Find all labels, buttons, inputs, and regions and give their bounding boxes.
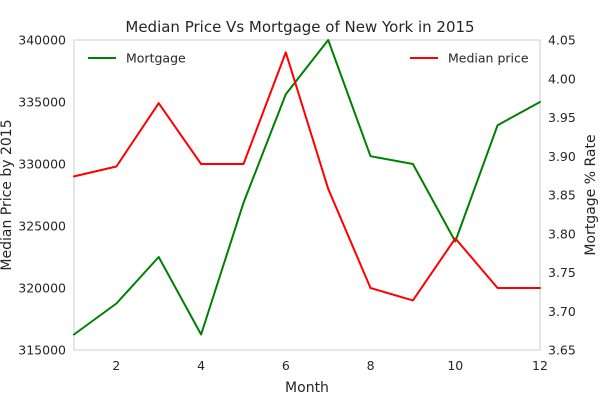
x-tick-label: 4 bbox=[197, 358, 205, 373]
legends: Mortgage Median price bbox=[88, 51, 529, 66]
series-lines bbox=[73, 39, 541, 336]
left-y-tick-label: 315000 bbox=[18, 343, 66, 358]
tick-labels: 2 4 6 8 10 12 315000 320000 325000 330000 335000 34… bbox=[18, 33, 576, 374]
plot-border bbox=[73, 39, 541, 351]
right-y-tick-label: 3.95 bbox=[548, 110, 576, 125]
x-tick-label: 6 bbox=[282, 358, 290, 373]
left-y-tick-label: 335000 bbox=[18, 95, 66, 110]
x-tick-label: 8 bbox=[367, 358, 375, 373]
right-y-tick-label: 3.85 bbox=[548, 188, 576, 203]
left-y-axis-label: Median Price by 2015 bbox=[0, 119, 15, 270]
right-y-tick-label: 3.65 bbox=[548, 343, 576, 358]
legend-label-median-price: Median price bbox=[448, 51, 529, 66]
left-y-tick-label: 340000 bbox=[18, 33, 66, 48]
x-axis-label: Month bbox=[285, 380, 329, 396]
plot-frame bbox=[73, 39, 541, 351]
x-tick-label: 2 bbox=[112, 358, 120, 373]
right-y-tick-label: 4.00 bbox=[548, 71, 576, 86]
x-tick-label: 12 bbox=[532, 358, 548, 373]
chart-title: Median Price Vs Mortgage of New York in … bbox=[125, 18, 474, 36]
right-y-tick-label: 3.75 bbox=[548, 265, 576, 280]
x-tick-label: 10 bbox=[447, 358, 463, 373]
right-y-tick-label: 3.70 bbox=[548, 304, 576, 319]
right-y-axis-label: Mortgage % Rate bbox=[583, 134, 599, 255]
series-line-median-price bbox=[73, 51, 541, 302]
left-y-tick-label: 325000 bbox=[18, 219, 66, 234]
legend-label-mortgage: Mortgage bbox=[126, 51, 186, 66]
right-y-tick-label: 3.90 bbox=[548, 149, 576, 164]
series-line-mortgage bbox=[73, 39, 541, 336]
left-y-tick-label: 320000 bbox=[18, 281, 66, 296]
left-y-tick-label: 330000 bbox=[18, 157, 66, 172]
right-y-tick-label: 4.05 bbox=[548, 33, 576, 48]
right-y-tick-label: 3.80 bbox=[548, 226, 576, 241]
